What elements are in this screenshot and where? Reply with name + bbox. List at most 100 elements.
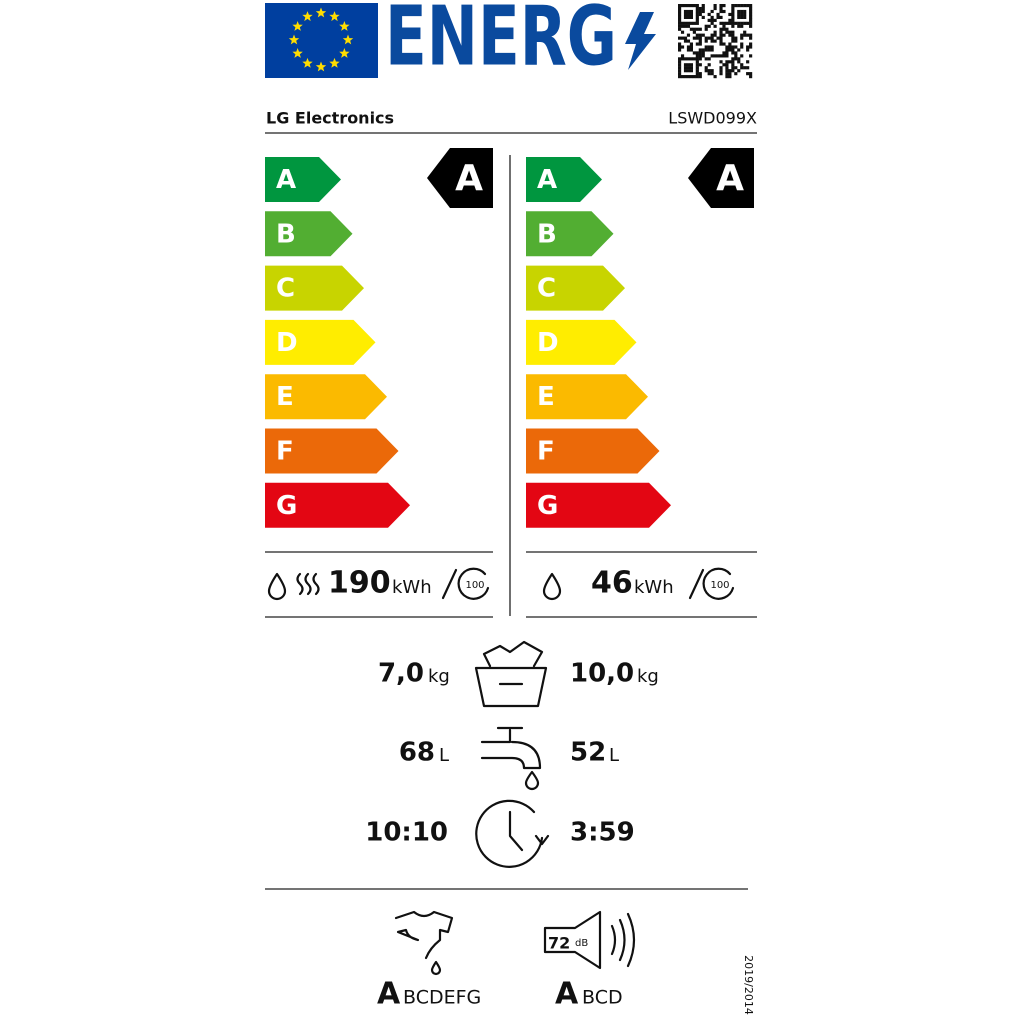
qr-module: [725, 72, 729, 76]
qr-module: [680, 75, 685, 79]
qr-module: [683, 39, 688, 43]
cycles: 100: [465, 580, 484, 591]
qr-module: [695, 69, 699, 73]
qr-module: [707, 72, 711, 76]
qr-module: [722, 54, 726, 58]
qr-module: [740, 21, 744, 25]
qr-module: [695, 54, 699, 58]
qr-module: [722, 51, 726, 55]
qr-module: [704, 39, 708, 43]
qr-module: [728, 72, 732, 76]
qr-module: [704, 48, 708, 52]
qr-module: [686, 69, 691, 73]
unit: kg: [637, 666, 659, 687]
qr-module: [686, 12, 691, 17]
qr-module: [698, 63, 702, 67]
qr-module: [701, 6, 705, 11]
qr-module: [734, 4, 738, 8]
qr-module: [734, 39, 738, 43]
class-bar: [265, 374, 387, 420]
qr-module: [719, 42, 723, 46]
qr-module: [683, 15, 688, 19]
qr-module: [683, 21, 688, 25]
star: [292, 21, 303, 31]
qr-module: [743, 15, 747, 19]
qr-module: [713, 39, 717, 43]
qr-module: [707, 36, 711, 40]
noise-rating: A: [555, 977, 579, 1012]
qr-module: [695, 63, 699, 67]
qr-module: [737, 69, 741, 73]
qr-module: [710, 69, 714, 73]
qr-module: [689, 9, 693, 14]
qr-module: [698, 33, 702, 37]
qr-module: [710, 9, 714, 14]
qr-module: [734, 51, 738, 55]
slash: [688, 568, 705, 600]
class-letter: E: [537, 382, 555, 412]
qr-module: [678, 12, 682, 17]
basket-icon: [474, 640, 548, 708]
qr-module: [725, 45, 729, 49]
qr-module: [728, 21, 732, 25]
qr-module: [678, 36, 682, 40]
drop-icon: [267, 572, 287, 601]
qr-module: [737, 57, 741, 61]
qr-module: [719, 39, 723, 43]
qr-module: [698, 75, 702, 79]
class-letter: G: [276, 491, 297, 521]
qr-module: [713, 30, 717, 34]
qr-module: [707, 63, 711, 67]
qr-module: [704, 66, 708, 70]
qr-module: [678, 27, 682, 31]
supplier: LG Electronics: [266, 109, 394, 128]
qr-module: [737, 24, 741, 28]
qr-module: [707, 48, 711, 52]
qr-module: [743, 66, 747, 70]
qr-module: [704, 36, 708, 40]
qr-module: [689, 69, 693, 73]
qr-module: [689, 12, 693, 17]
class-bar: [265, 319, 376, 365]
class-bar: [526, 374, 648, 420]
qr-module: [749, 24, 753, 28]
qr-module: [719, 33, 723, 37]
qr-module: [701, 15, 705, 19]
qr-module: [695, 75, 699, 79]
qr-module: [740, 42, 744, 46]
qr-module: [680, 4, 685, 8]
qr-module: [695, 42, 699, 46]
qr-module: [695, 51, 699, 55]
qr-module: [680, 30, 685, 34]
qr-module: [692, 4, 696, 8]
qr-module: [746, 66, 750, 70]
class-letter: B: [537, 219, 557, 249]
qr-module: [710, 54, 714, 58]
qr-module: [746, 33, 750, 37]
qr-module: [678, 69, 682, 73]
qr-module: [731, 24, 735, 28]
class-bar: [526, 482, 671, 528]
qr-module: [731, 4, 735, 8]
qr-module: [678, 42, 682, 46]
qr-module: [740, 63, 744, 67]
qr-module: [710, 18, 714, 22]
qr-module: [698, 54, 702, 58]
qr-module: [695, 4, 699, 8]
qr-module: [740, 36, 744, 40]
energy-value: 46: [591, 566, 633, 601]
qr-module: [731, 12, 735, 17]
qr-module: [716, 36, 720, 40]
class-letter: G: [537, 491, 558, 521]
qr-module: [678, 60, 682, 64]
qr-module: [686, 39, 691, 43]
class-letter: C: [276, 274, 295, 304]
qr-module: [704, 69, 708, 73]
qr-module: [695, 36, 699, 40]
qr-module: [719, 36, 723, 40]
qr-module: [683, 9, 688, 14]
unit: L: [609, 745, 619, 766]
qr-module: [686, 33, 691, 37]
qr-module: [722, 24, 726, 28]
energy-unit: kWh: [634, 577, 674, 598]
